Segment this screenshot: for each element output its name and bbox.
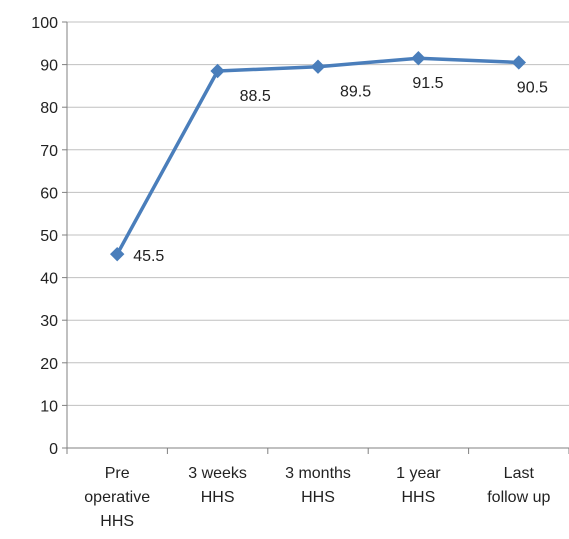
y-tick-label: 0 (49, 441, 58, 458)
x-category-label: Last follow up (487, 465, 550, 506)
data-point-marker (411, 51, 426, 66)
series (109, 51, 527, 262)
data-label: 91.5 (412, 75, 443, 92)
data-point-marker (511, 55, 527, 70)
x-category-label-line: HHS (301, 489, 335, 506)
data-labels: 45.5 88.5 89.5 91.5 90.5 (133, 75, 548, 265)
x-category-label-line: follow up (487, 489, 550, 506)
y-tick-label: 20 (40, 356, 58, 373)
data-point-marker (310, 59, 326, 74)
data-label: 90.5 (517, 79, 548, 96)
y-tick-label: 40 (40, 271, 58, 288)
data-point-marker (210, 63, 225, 79)
x-category-label-line: Last (504, 465, 535, 482)
x-category-label: 3 weeks HHS (188, 465, 247, 506)
x-category-label-line: HHS (201, 489, 235, 506)
axes (62, 21, 569, 454)
y-tick-label: 100 (31, 15, 58, 32)
data-label: 45.5 (133, 248, 164, 265)
x-category-label-line: Pre (105, 465, 130, 482)
data-label: 88.5 (240, 88, 271, 105)
x-category-label-line: 1 year (396, 465, 441, 482)
x-category-label-line: HHS (402, 489, 436, 506)
y-tick-label: 80 (40, 100, 58, 117)
x-category-label: 3 months HHS (285, 465, 351, 506)
data-label: 89.5 (340, 84, 371, 101)
x-category-label-line: operative (84, 489, 150, 506)
gridlines (67, 21, 569, 406)
x-category-label-line: 3 months (285, 465, 351, 482)
y-axis-tick-labels: 0 10 20 30 40 50 60 70 80 90 100 (31, 15, 58, 458)
series-line (115, 56, 521, 256)
x-category-label-line: 3 weeks (188, 465, 247, 482)
x-category-label-line: HHS (100, 513, 134, 530)
y-tick-label: 10 (40, 398, 58, 415)
data-point-marker (109, 246, 125, 262)
y-tick-label: 30 (40, 313, 58, 330)
y-tick-label: 70 (40, 143, 58, 160)
y-tick-label: 60 (40, 185, 58, 202)
y-tick-label: 50 (40, 228, 58, 245)
x-category-label: 1 year HHS (396, 465, 441, 506)
y-tick-label: 90 (40, 58, 58, 75)
x-category-label: Pre operative HHS (84, 465, 150, 530)
